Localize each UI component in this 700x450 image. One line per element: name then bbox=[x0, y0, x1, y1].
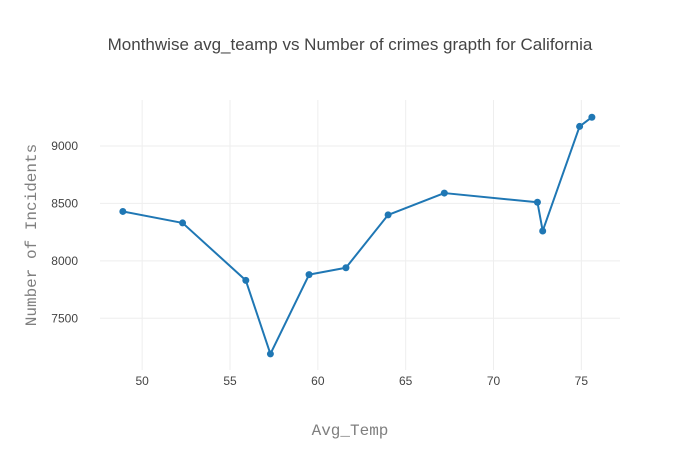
x-tick-label: 75 bbox=[575, 374, 589, 388]
data-point bbox=[179, 219, 187, 227]
y-tick-label: 8500 bbox=[51, 196, 78, 210]
x-axis-ticks: 50 55 60 65 70 75 bbox=[135, 374, 588, 388]
data-point bbox=[384, 211, 392, 219]
x-tick-label: 65 bbox=[399, 374, 413, 388]
y-axis-title: Number of Incidents bbox=[23, 144, 41, 326]
x-axis-title: Avg_Temp bbox=[312, 422, 389, 440]
series-line bbox=[122, 116, 593, 355]
data-point bbox=[588, 113, 596, 121]
x-tick-label: 55 bbox=[223, 374, 237, 388]
data-point bbox=[440, 189, 448, 197]
y-axis-ticks: 7500 8000 8500 9000 bbox=[51, 139, 78, 325]
y-tick-label: 9000 bbox=[51, 139, 78, 153]
y-tick-label: 8000 bbox=[51, 254, 78, 268]
chart-title: Monthwise avg_teamp vs Number of crimes … bbox=[108, 35, 593, 54]
data-point bbox=[119, 207, 127, 215]
y-tick-label: 7500 bbox=[51, 311, 78, 325]
data-point bbox=[576, 122, 584, 130]
data-point bbox=[342, 264, 350, 272]
data-point bbox=[242, 276, 250, 284]
data-points bbox=[119, 113, 596, 358]
x-tick-label: 70 bbox=[487, 374, 501, 388]
data-point bbox=[305, 271, 313, 279]
x-tick-label: 50 bbox=[135, 374, 149, 388]
data-point bbox=[266, 350, 274, 358]
x-tick-label: 60 bbox=[311, 374, 325, 388]
grid bbox=[100, 100, 620, 370]
data-point bbox=[533, 198, 541, 206]
data-point bbox=[539, 227, 547, 235]
